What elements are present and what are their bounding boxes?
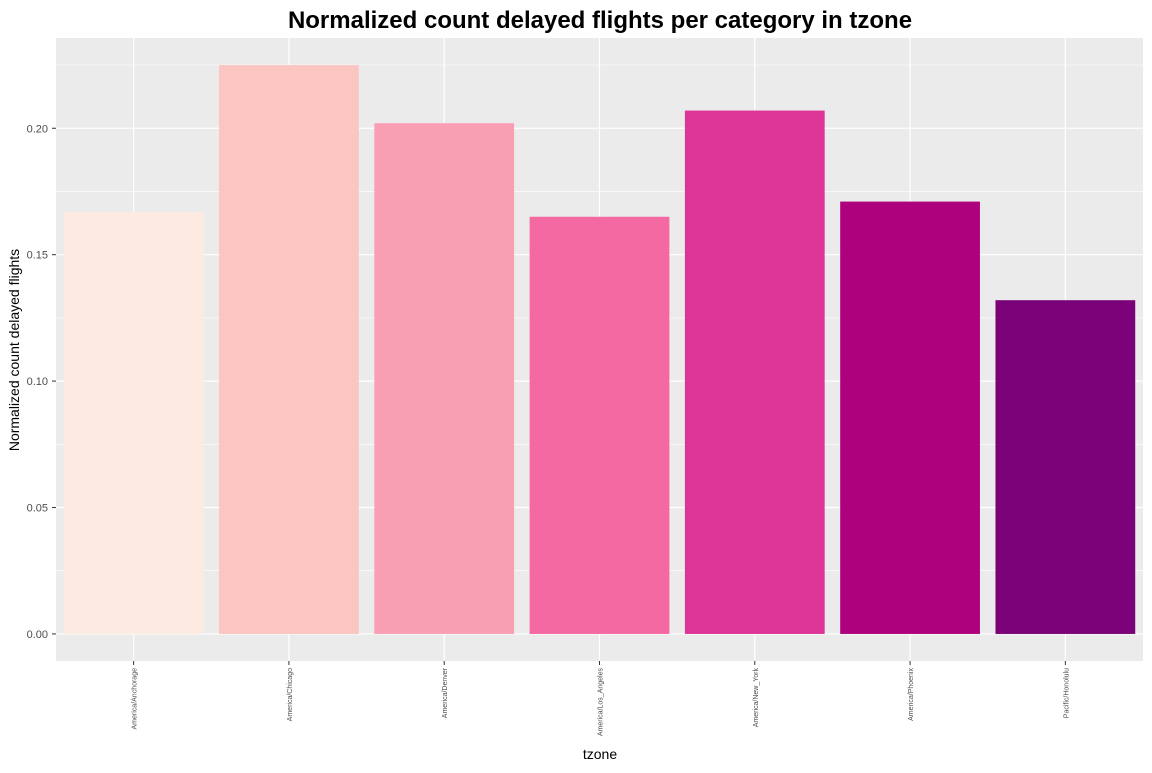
- bar-america-chicago: [219, 65, 359, 634]
- x-tick-label: America/Denver: [442, 667, 449, 718]
- axes: 0.00 0.05 0.10 0.15 0.20 America/Anchorage Ame…: [27, 123, 1071, 736]
- x-tick-label: America/New_York: [753, 668, 760, 728]
- y-tick-label: 0.00: [27, 629, 48, 641]
- bar-america-anchorage: [63, 211, 204, 634]
- y-axis-title: Normalized count delayed flights: [6, 249, 22, 451]
- bar-america-denver: [374, 123, 515, 634]
- y-tick-label: 0.10: [27, 376, 48, 388]
- x-tick-label: America/Los_Angeles: [598, 668, 605, 737]
- y-tick-label: 0.05: [27, 503, 48, 515]
- bar-pacific-honolulu: [995, 300, 1136, 634]
- x-tick-label: Pacific/Honolulu: [1063, 668, 1070, 718]
- bar-america-new-york: [684, 110, 825, 634]
- chart-title: Normalized count delayed flights per cat…: [288, 7, 912, 34]
- x-tick-label: America/Phoenix: [908, 668, 915, 721]
- x-tick-label: America/Chicago: [287, 668, 294, 721]
- y-tick-label: 0.15: [27, 250, 48, 262]
- bar-america-los-angeles: [529, 216, 670, 634]
- bar-america-phoenix: [840, 201, 980, 634]
- bars: [63, 65, 1136, 634]
- x-tick-label: America/Anchorage: [132, 668, 139, 730]
- x-axis-title: tzone: [583, 746, 617, 762]
- y-tick-label: 0.20: [27, 123, 48, 135]
